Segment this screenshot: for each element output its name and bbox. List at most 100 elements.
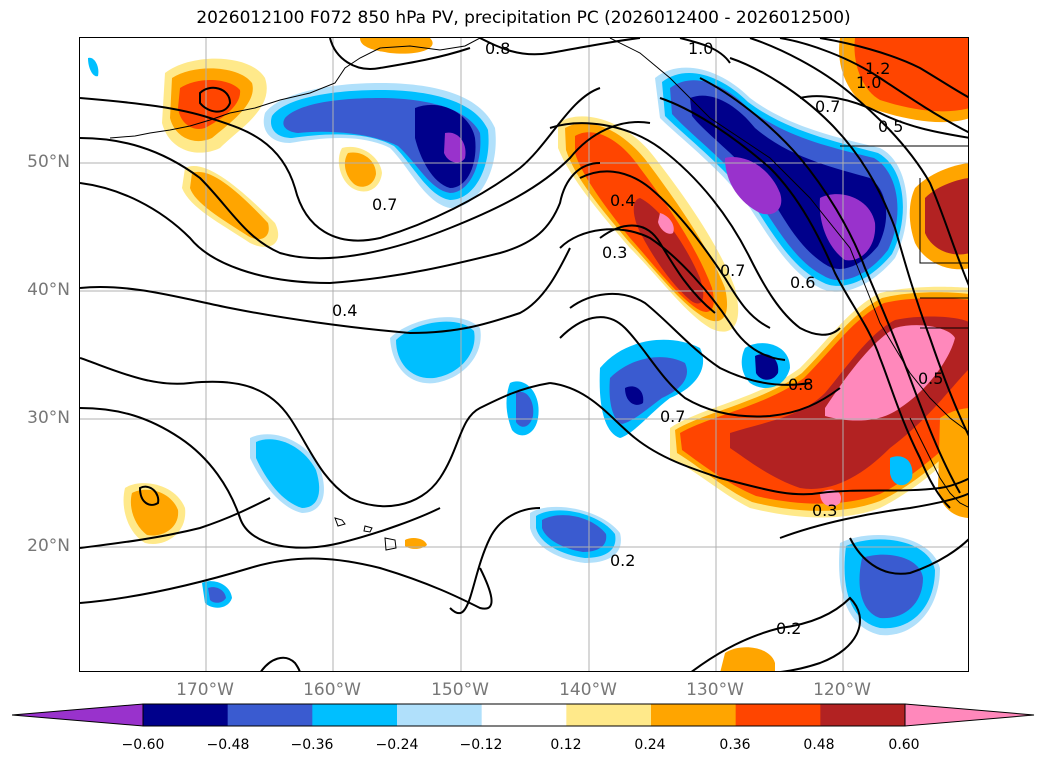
precip-positive-region [825,325,955,421]
precip-positive-region [130,489,179,536]
contour-label: 0.2 [610,551,635,570]
pv-contour [849,537,968,575]
colorbar-segment [312,704,398,726]
pv-contour [569,292,811,386]
precip-positive-region [344,152,376,187]
map-title: 2026012100 F072 850 hPa PV, precipitatio… [196,8,851,28]
contour-label: 0.5 [918,369,943,388]
coastline-baja [909,417,968,508]
colorbar-segment [143,704,229,726]
pv-contour [80,497,271,549]
pv-contour [679,38,731,64]
map-canvas: 0.8 1.0 1.2 1.0 0.7 0.5 0.7 0.4 0.3 0.7 … [80,38,968,671]
contour-label: 0.7 [372,195,397,214]
contour-label: 0.7 [815,97,840,116]
contour-label: 0.3 [602,243,627,262]
contour-label: 1.0 [856,73,881,92]
pv-contours [80,38,968,671]
pv-contour [559,316,841,418]
island-hawaii [363,525,373,533]
colorbar [12,703,1035,727]
lat-label: 40°N [27,280,70,300]
precip-positive-region [658,213,674,234]
precip-positive-region [360,38,433,54]
contour-label: 0.4 [332,301,357,320]
lon-label: 130°W [686,680,744,700]
island-hawaii [334,517,346,527]
precip-negative-region [516,391,534,427]
pv-contour [80,557,493,610]
precip-negative-region [542,515,607,552]
precip-positive-region [720,647,775,671]
precip-negative-region [208,587,226,603]
colorbar-segment [566,704,652,726]
colorbar-segment [735,704,821,726]
colorbar-tick-label: −0.36 [290,737,334,753]
contour-label: 0.8 [788,375,813,394]
pv-contour [699,77,961,494]
contour-label: 0.5 [878,117,903,136]
precip-positive-region [820,489,841,507]
precip-positive-region [405,537,427,549]
coastline-aleutians [109,112,231,139]
contour-label: 0.3 [812,501,837,520]
colorbar-tick-label: −0.48 [206,737,250,753]
lat-label: 30°N [27,408,70,428]
pv-contour [579,170,771,329]
coastline-alaska-panhandle [609,38,861,274]
pv-contour [260,656,301,671]
pv-contour [559,228,786,361]
colorbar-tick-label: 0.36 [719,737,751,753]
colorbar-tick-label: 0.24 [634,737,666,753]
lon-label: 160°W [303,680,361,700]
precip-positive-region [633,198,704,304]
contour-label: 0.4 [610,191,635,210]
map-panel: 0.8 1.0 1.2 1.0 0.7 0.5 0.7 0.4 0.3 0.7 … [79,37,969,672]
colorbar-tick-label: 0.12 [550,737,582,753]
contour-label: 0.8 [485,39,510,58]
pv-contour [80,121,651,260]
colorbar-segment [481,704,567,726]
pv-contour [80,247,571,335]
contour-label: 1.0 [688,39,713,58]
pv-contour [549,382,968,496]
precipitation-shading [88,38,968,671]
contour-label: 0.6 [790,273,815,292]
contour-label: 0.7 [660,407,685,426]
pv-contour [80,357,551,508]
colorbar-tick-label: 0.60 [888,737,920,753]
precip-negative-region [755,353,779,380]
coastline-alaska [229,38,481,114]
pv-contour [80,407,441,549]
gridlines [80,38,968,671]
colorbar-segment [651,704,737,726]
pv-contour [799,95,968,139]
precip-negative-region [396,321,475,379]
pv-contour [599,224,716,314]
precip-negative-region [609,357,688,424]
pv-contour [329,38,471,70]
pv-contour [779,492,968,539]
pv-contour [80,162,601,285]
pv-contour [449,507,541,615]
precip-positive-region [938,408,968,518]
lon-label: 170°W [176,680,234,700]
precip-negative-region [859,554,923,619]
lat-label: 50°N [27,152,70,172]
colorbar-tick-label: −0.60 [121,737,165,753]
colorbar-segment [227,704,313,726]
colorbar-tick-label: −0.12 [459,737,503,753]
pv-contour [819,38,968,99]
contour-label: 0.2 [776,619,801,638]
border-state [919,178,968,264]
colorbar-extend-max [904,703,1035,727]
contour-labels: 0.8 1.0 1.2 1.0 0.7 0.5 0.7 0.4 0.3 0.7 … [332,39,943,638]
lat-label: 20°N [27,536,70,556]
colorbar-tick-label: 0.48 [803,737,835,753]
pv-contour [549,122,841,336]
contour-label: 1.2 [865,59,890,78]
precip-positive-region [854,38,968,112]
lon-label: 120°W [813,680,871,700]
precip-negative-region [890,456,913,486]
pv-contour [659,97,951,509]
